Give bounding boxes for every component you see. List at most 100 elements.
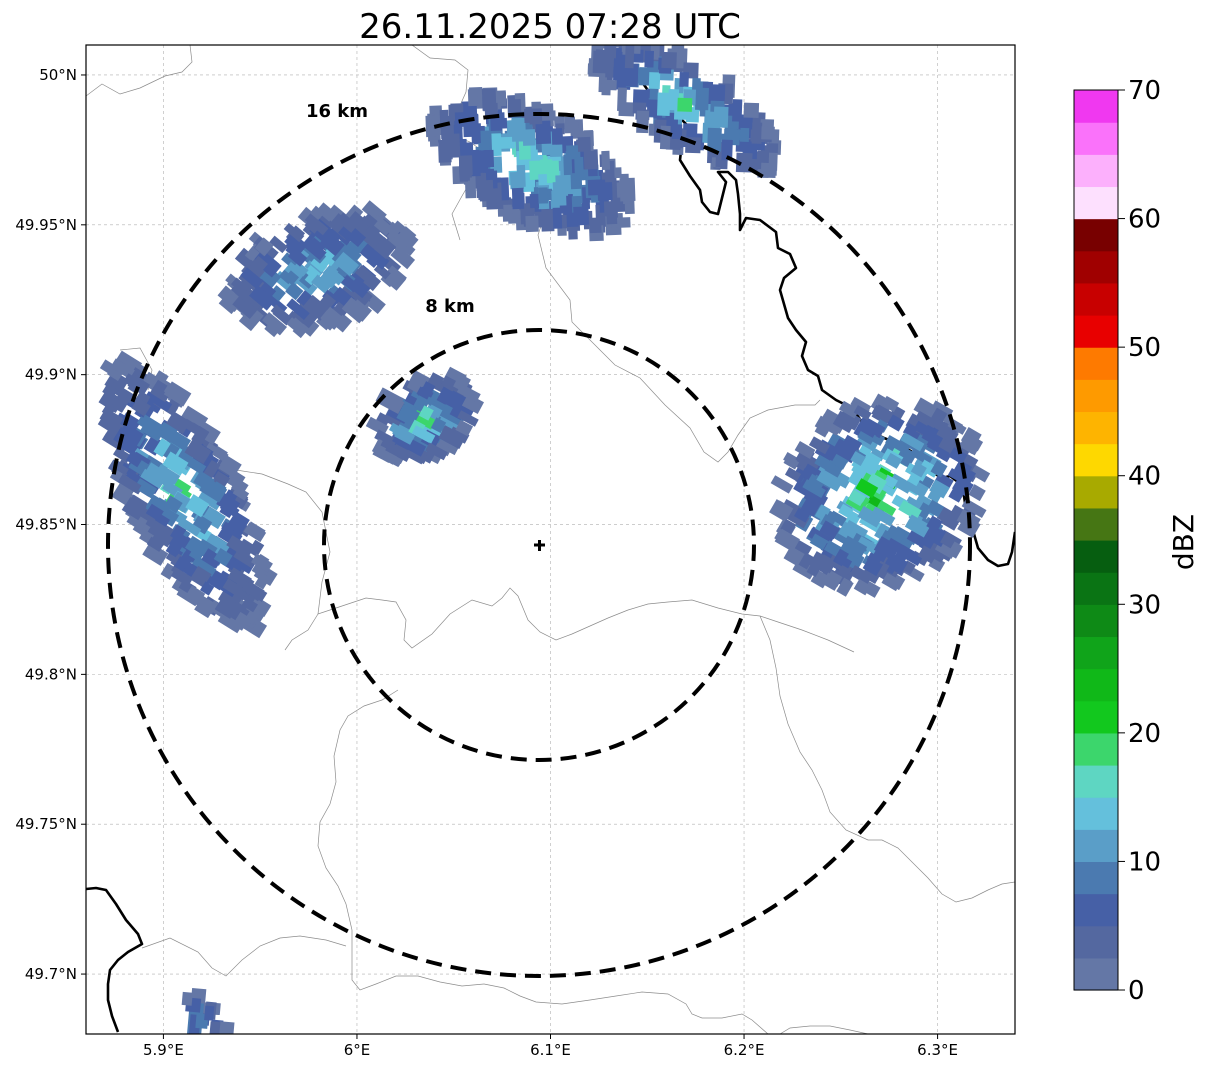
echo-cell: [232, 485, 250, 501]
admin-boundary: [537, 169, 821, 463]
latitude-ticks: 50°N 49.95°N 49.9°N 49.85°N 49.8°N 49.75°N 49.…: [15, 66, 86, 983]
echo-cell: [111, 373, 130, 393]
echo-cell: [930, 460, 948, 478]
echo-cell: [619, 177, 636, 202]
echo-cell: [797, 551, 814, 570]
colorbar-tick-label: 20: [1128, 719, 1161, 749]
echo-cell: [188, 543, 207, 562]
echo-cell: [601, 150, 611, 171]
echo-cell: [832, 410, 857, 434]
echo-cell: [656, 92, 671, 116]
echo-cell: [853, 579, 871, 596]
echo-cluster-north-west: [217, 200, 419, 339]
echo-cell: [784, 467, 802, 482]
echo-cell: [898, 500, 922, 520]
colorbar-tick-label: 50: [1128, 333, 1161, 363]
echo-cell: [168, 531, 188, 551]
echo-cell: [632, 89, 649, 107]
echo-cell: [165, 411, 191, 435]
colorbar-tick-label: 70: [1128, 76, 1161, 106]
echo-cell: [262, 311, 287, 336]
echo-cell: [617, 87, 627, 112]
echo-cell: [99, 407, 124, 430]
echo-cell: [809, 533, 829, 551]
echo-cell: [677, 97, 693, 112]
echo-cell: [467, 89, 478, 107]
echo-cell: [199, 477, 228, 503]
echo-cell: [163, 381, 192, 407]
echo-cell: [603, 45, 617, 59]
echo-cell: [895, 448, 916, 469]
echo-cell: [563, 154, 573, 178]
echo-cell: [671, 124, 683, 140]
echo-cell: [161, 442, 180, 462]
echo-cell: [857, 427, 876, 445]
echo-cell: [148, 392, 173, 412]
echo-cell: [909, 447, 933, 466]
echo-cell: [121, 496, 147, 521]
echo-cell: [362, 213, 378, 229]
colorbar: 0 10 20 30 40 50 60 70: [1073, 76, 1161, 1006]
echo-cell: [847, 468, 866, 488]
echo-cell: [240, 267, 264, 290]
colorbar-tick-label: 10: [1128, 847, 1161, 877]
echo-cell: [624, 45, 635, 69]
x-tick-label: 6.3°E: [917, 1041, 958, 1059]
echo-cell: [243, 581, 268, 602]
y-tick-label: 49.75°N: [15, 815, 77, 833]
colorbar-swatch: [1074, 861, 1118, 895]
echo-cell: [418, 405, 434, 421]
colorbar-swatch: [1074, 443, 1118, 477]
colorbar-swatch: [1074, 250, 1118, 284]
echo-cell: [873, 536, 901, 561]
echo-cell: [177, 517, 202, 537]
echo-cell: [338, 226, 353, 241]
echo-cell: [480, 130, 490, 151]
echo-cell: [917, 545, 938, 564]
echo-cell: [707, 127, 722, 152]
y-tick-label: 49.95°N: [15, 216, 77, 234]
echo-cell: [304, 213, 329, 236]
longitude-ticks: 5.9°E 6°E 6.1°E 6.2°E 6.3°E: [143, 1034, 958, 1059]
echo-cell: [245, 521, 266, 540]
echo-cell: [145, 503, 164, 521]
echo-cell: [485, 168, 495, 183]
colorbar-frame: [1073, 89, 1119, 991]
echo-cell: [385, 265, 407, 286]
echo-cell: [869, 447, 886, 462]
echo-cell: [407, 439, 427, 457]
echo-cell: [551, 128, 563, 145]
echo-cell: [921, 430, 939, 446]
echo-cell: [416, 386, 432, 400]
echo-cell: [142, 542, 169, 566]
echo-cell: [503, 204, 513, 222]
echo-cell: [870, 506, 896, 527]
echo-cell: [898, 545, 924, 567]
echo-cell: [185, 494, 210, 518]
colorbar-swatch: [1074, 957, 1118, 991]
echo-cluster-north: [425, 87, 636, 242]
minor-borders: [86, 45, 1015, 1034]
colorbar-swatch: [1074, 475, 1118, 509]
echo-cell: [713, 106, 729, 128]
echo-cell: [373, 263, 391, 280]
echo-cluster-south-west: [181, 987, 235, 1034]
colorbar-swatch: [1074, 282, 1118, 316]
y-tick-label: 50°N: [39, 66, 77, 84]
echo-cell: [968, 484, 986, 502]
echo-cell: [272, 306, 293, 326]
echo-cell: [794, 440, 816, 460]
echo-cell: [574, 156, 584, 181]
echo-cell: [286, 298, 310, 321]
echo-cell: [425, 115, 440, 138]
echo-cell: [510, 98, 522, 114]
echo-cell: [113, 426, 141, 452]
echo-cell: [191, 425, 210, 446]
echo-cell: [196, 559, 217, 577]
echo-cell: [385, 221, 402, 238]
colorbar-swatch: [1074, 668, 1118, 702]
range-rings: [106, 112, 972, 978]
colorbar-swatch: [1074, 379, 1118, 413]
echo-cell: [824, 459, 844, 478]
